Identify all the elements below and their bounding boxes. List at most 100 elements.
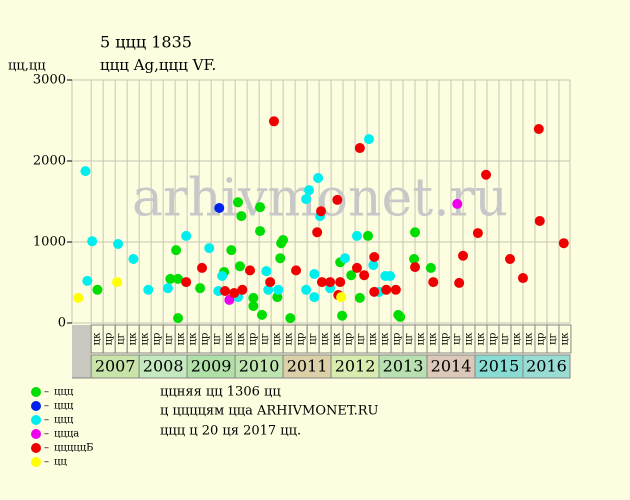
x-tick-label: 2012 <box>335 357 376 376</box>
legend-marker <box>31 429 41 439</box>
point <box>301 194 312 205</box>
quarter-label: цк <box>416 332 427 345</box>
point <box>534 215 545 226</box>
y-tick-label: 2000 <box>33 154 66 169</box>
point <box>517 273 528 284</box>
point <box>82 275 93 286</box>
quarter-label: цг <box>404 333 415 345</box>
point <box>248 292 259 303</box>
point <box>162 283 173 294</box>
chart-title: 5 ццц 1835 <box>100 33 192 52</box>
point <box>558 238 569 249</box>
point <box>291 265 302 276</box>
point <box>458 250 469 261</box>
point <box>368 260 379 271</box>
quarter-label: цг <box>356 333 367 345</box>
point <box>395 311 406 322</box>
point <box>73 292 84 303</box>
legend-dash: – <box>44 401 49 412</box>
legend: – ццц– ццц– ццц– цццa– цццццБ– цц <box>31 387 94 468</box>
legend-marker <box>31 443 41 453</box>
point <box>285 313 296 324</box>
point <box>385 271 396 282</box>
quarter-label: цк <box>320 332 331 345</box>
quarter-label: цг <box>116 333 127 345</box>
legend-label: ццц <box>54 387 74 398</box>
point <box>173 313 184 324</box>
quarter-label: цк <box>272 332 283 345</box>
note: ццц ц 20 ця 2017 цц. <box>160 424 301 439</box>
quarter-label: цк <box>236 332 247 345</box>
quarter-label: цк <box>224 332 235 345</box>
point <box>505 254 516 265</box>
point <box>354 143 365 154</box>
quarter-label: цк <box>368 332 379 345</box>
x-tick-label: 2014 <box>431 357 472 376</box>
point <box>309 268 320 279</box>
legend-marker <box>31 457 41 467</box>
point <box>312 227 323 238</box>
quarter-label: цк <box>523 332 534 345</box>
point <box>390 284 401 295</box>
quarter-label: цр <box>296 333 307 346</box>
quarter-label: цк <box>188 332 199 345</box>
quarter-label: цг <box>260 333 271 345</box>
quarter-cell <box>558 324 572 354</box>
legend-marker <box>31 387 41 397</box>
y-tick-label: 0 <box>58 316 66 331</box>
point <box>248 300 259 311</box>
point <box>409 254 420 265</box>
quarter-label: цр <box>104 333 115 346</box>
point <box>452 198 463 209</box>
point <box>261 266 272 277</box>
x-tick-label: 2007 <box>95 357 136 376</box>
quarter-label: цк <box>476 332 487 345</box>
quarter-label: цр <box>152 333 163 346</box>
point <box>339 253 350 264</box>
quarter-label: цг <box>164 333 175 345</box>
legend-label: цц <box>54 457 67 468</box>
quarter-label: цг <box>499 333 510 345</box>
x-tick-label: 2016 <box>526 357 567 376</box>
point <box>273 284 284 295</box>
quarter-label: цк <box>92 332 103 345</box>
point <box>351 230 362 241</box>
legend-label: ццц <box>54 401 74 412</box>
point <box>369 286 380 297</box>
point <box>143 284 154 295</box>
quarter-label: цк <box>284 332 295 345</box>
point <box>233 197 243 208</box>
point <box>428 277 439 288</box>
point <box>234 261 245 272</box>
legend-label: цццццБ <box>54 443 94 454</box>
quarter-label: цк <box>140 332 151 345</box>
x-tick-label: 2008 <box>143 357 184 376</box>
quarter-label: цр <box>248 333 259 346</box>
point <box>369 251 380 262</box>
quarter-label: цг <box>308 333 319 345</box>
quarter-label: цг <box>452 333 463 345</box>
point <box>332 194 343 205</box>
quarter-label: цк <box>559 332 570 345</box>
quarter-label: цр <box>440 333 451 346</box>
point <box>533 124 544 135</box>
legend-marker <box>31 415 41 425</box>
legend-dash: – <box>44 387 49 398</box>
chart-subtitle: ццц Ag,ццц VF. <box>100 56 216 74</box>
point <box>301 284 312 295</box>
point <box>195 283 206 294</box>
point <box>80 166 91 177</box>
quarter-label: цг <box>547 333 558 345</box>
quarter-label: цр <box>487 333 498 346</box>
y-tick-label: 3000 <box>33 73 66 88</box>
quarter-label: цк <box>332 332 343 345</box>
point <box>335 277 346 288</box>
point <box>113 239 124 250</box>
x-tick-label: 2015 <box>479 357 520 376</box>
point <box>197 262 208 273</box>
point <box>336 292 347 303</box>
point <box>363 230 374 241</box>
lead-cell <box>72 325 92 378</box>
